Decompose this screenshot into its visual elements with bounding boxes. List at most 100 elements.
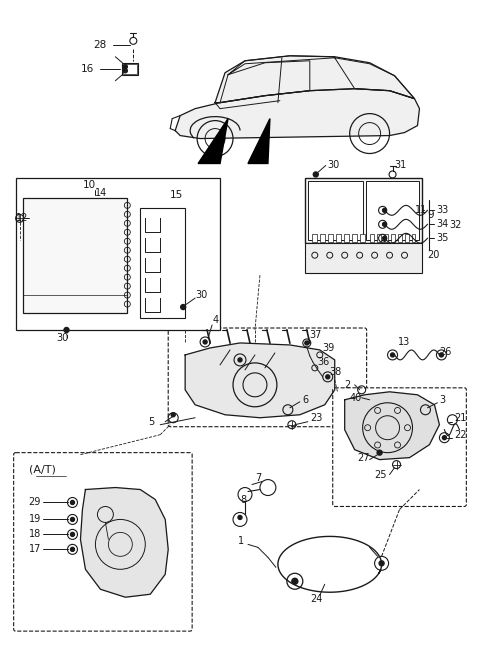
FancyBboxPatch shape bbox=[168, 328, 367, 426]
Polygon shape bbox=[198, 119, 228, 163]
Bar bbox=[328, 234, 333, 242]
Circle shape bbox=[171, 413, 175, 417]
Text: 27: 27 bbox=[358, 453, 370, 462]
Text: 39: 39 bbox=[323, 343, 335, 353]
Circle shape bbox=[383, 222, 386, 226]
Polygon shape bbox=[345, 392, 439, 460]
Circle shape bbox=[123, 69, 127, 73]
Text: 33: 33 bbox=[436, 205, 449, 215]
Bar bbox=[140, 209, 185, 318]
Text: 16: 16 bbox=[81, 64, 94, 73]
Circle shape bbox=[292, 579, 298, 584]
Circle shape bbox=[305, 341, 309, 345]
Bar bbox=[312, 234, 317, 242]
Text: 23: 23 bbox=[310, 413, 322, 422]
Circle shape bbox=[238, 516, 242, 520]
Text: 1: 1 bbox=[238, 537, 244, 546]
Circle shape bbox=[203, 340, 207, 344]
Text: 36: 36 bbox=[318, 357, 330, 367]
Bar bbox=[352, 234, 357, 242]
Bar bbox=[391, 234, 395, 242]
Circle shape bbox=[238, 358, 242, 362]
Text: 30: 30 bbox=[328, 161, 340, 171]
Text: (A/T): (A/T) bbox=[29, 464, 56, 474]
Text: 31: 31 bbox=[395, 161, 407, 171]
Circle shape bbox=[379, 561, 384, 566]
Polygon shape bbox=[175, 89, 420, 138]
Text: 28: 28 bbox=[94, 40, 107, 50]
Text: 40: 40 bbox=[350, 393, 362, 403]
Polygon shape bbox=[248, 119, 270, 163]
Text: 26: 26 bbox=[439, 347, 452, 357]
Circle shape bbox=[64, 327, 69, 333]
Bar bbox=[23, 198, 127, 313]
Bar bbox=[16, 178, 220, 330]
Text: 35: 35 bbox=[436, 234, 449, 243]
Circle shape bbox=[439, 353, 444, 357]
Bar bbox=[308, 182, 363, 240]
Text: 32: 32 bbox=[449, 220, 462, 230]
Text: 10: 10 bbox=[83, 180, 96, 190]
Circle shape bbox=[313, 172, 318, 177]
Bar bbox=[344, 234, 348, 242]
Text: 5: 5 bbox=[148, 417, 155, 427]
Bar bbox=[370, 234, 373, 242]
Text: 19: 19 bbox=[29, 514, 41, 524]
Text: 4: 4 bbox=[212, 315, 218, 325]
Text: 29: 29 bbox=[29, 497, 41, 508]
Text: 6: 6 bbox=[303, 395, 309, 405]
Circle shape bbox=[71, 547, 74, 551]
Text: 38: 38 bbox=[330, 367, 342, 377]
Text: 9: 9 bbox=[428, 211, 434, 220]
Text: 34: 34 bbox=[436, 219, 449, 230]
Text: 13: 13 bbox=[397, 337, 410, 347]
Text: 30: 30 bbox=[195, 290, 207, 300]
Text: 17: 17 bbox=[29, 544, 41, 554]
Bar bbox=[122, 63, 138, 75]
Circle shape bbox=[383, 209, 386, 213]
Text: 12: 12 bbox=[16, 213, 28, 223]
Bar bbox=[305, 243, 422, 273]
Circle shape bbox=[71, 501, 74, 504]
Circle shape bbox=[391, 353, 395, 357]
Circle shape bbox=[180, 304, 186, 310]
Bar bbox=[320, 234, 325, 242]
Circle shape bbox=[123, 65, 127, 69]
Bar bbox=[336, 234, 341, 242]
Text: 21: 21 bbox=[455, 413, 467, 422]
Bar bbox=[305, 178, 422, 243]
Text: 14: 14 bbox=[96, 188, 108, 198]
Text: 15: 15 bbox=[170, 190, 183, 200]
Bar bbox=[366, 182, 420, 240]
Text: 2: 2 bbox=[345, 380, 351, 390]
Circle shape bbox=[71, 533, 74, 537]
Circle shape bbox=[71, 518, 74, 522]
Text: 11: 11 bbox=[415, 205, 427, 215]
Text: 25: 25 bbox=[374, 470, 387, 480]
Text: 3: 3 bbox=[439, 395, 445, 405]
Text: 22: 22 bbox=[455, 430, 467, 440]
Text: 37: 37 bbox=[310, 330, 322, 340]
Circle shape bbox=[326, 375, 330, 379]
Bar bbox=[384, 234, 387, 242]
Circle shape bbox=[383, 236, 386, 240]
FancyBboxPatch shape bbox=[13, 453, 192, 631]
Text: 18: 18 bbox=[29, 529, 41, 539]
FancyBboxPatch shape bbox=[333, 388, 467, 506]
Polygon shape bbox=[215, 56, 415, 102]
Bar bbox=[405, 234, 408, 242]
Bar bbox=[411, 234, 416, 242]
Text: 7: 7 bbox=[255, 472, 261, 483]
Text: 30: 30 bbox=[57, 333, 69, 343]
Polygon shape bbox=[81, 487, 168, 597]
Circle shape bbox=[377, 450, 382, 455]
Bar bbox=[123, 64, 137, 73]
Text: 20: 20 bbox=[428, 250, 440, 260]
Polygon shape bbox=[185, 343, 335, 418]
Text: 8: 8 bbox=[240, 495, 246, 504]
Bar bbox=[377, 234, 381, 242]
Text: 24: 24 bbox=[310, 594, 322, 604]
Circle shape bbox=[443, 436, 446, 440]
Bar bbox=[397, 234, 402, 242]
Bar bbox=[360, 234, 365, 242]
